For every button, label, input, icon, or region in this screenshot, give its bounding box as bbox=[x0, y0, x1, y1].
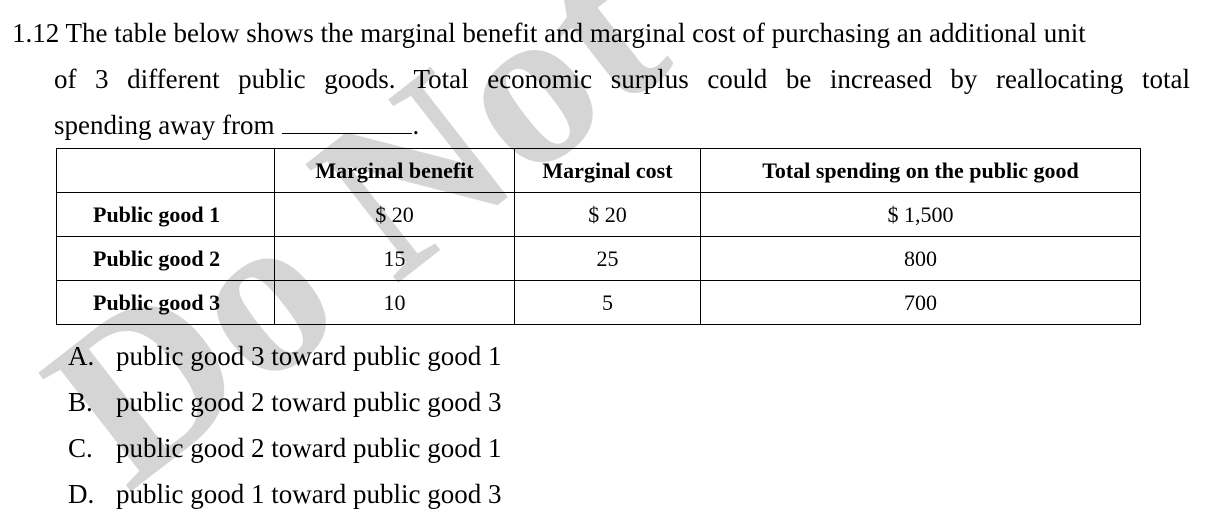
cell-cost: 25 bbox=[514, 236, 701, 281]
cell-benefit: 10 bbox=[274, 280, 515, 325]
question-text-3: spending away from bbox=[54, 110, 275, 140]
question-stem: 1.12 The table below shows the marginal … bbox=[12, 10, 1190, 148]
public-goods-table: Marginal benefit Marginal cost Total spe… bbox=[56, 148, 1141, 325]
cell-cost: 5 bbox=[514, 280, 701, 325]
question-line-2: of 3 different public goods. Total econo… bbox=[54, 64, 1190, 94]
cell-benefit: 15 bbox=[274, 236, 515, 281]
header-marginal-cost: Marginal cost bbox=[514, 148, 701, 193]
answer-options: A. public good 3 toward public good 1 B. p… bbox=[68, 333, 501, 517]
cell-spending: $ 1,500 bbox=[700, 192, 1141, 237]
option-text: public good 2 toward public good 3 bbox=[116, 387, 502, 417]
option-letter: D. bbox=[68, 479, 95, 509]
question-number: 1.12 bbox=[12, 18, 60, 48]
question-line-1: 1.12 The table below shows the marginal … bbox=[12, 10, 1190, 56]
table-header-row: Marginal benefit Marginal cost Total spe… bbox=[56, 148, 1141, 193]
option-text: public good 3 toward public good 1 bbox=[116, 341, 502, 371]
header-total-spending: Total spending on the public good bbox=[700, 148, 1141, 193]
option-text: public good 2 toward public good 1 bbox=[116, 433, 502, 463]
option-letter: C. bbox=[68, 433, 93, 463]
answer-blank bbox=[282, 111, 413, 134]
row-label: Public good 1 bbox=[56, 192, 275, 237]
header-cell-empty bbox=[56, 148, 275, 193]
table-row: Public good 1 $ 20 $ 20 $ 1,500 bbox=[56, 192, 1141, 237]
question-period: . bbox=[412, 110, 420, 140]
question-text-1: The table below shows the marginal benef… bbox=[65, 18, 1086, 48]
row-label: Public good 3 bbox=[56, 280, 275, 325]
table-row: Public good 3 10 5 700 bbox=[56, 280, 1141, 325]
option-letter: A. bbox=[68, 341, 95, 371]
table-row: Public good 2 15 25 800 bbox=[56, 236, 1141, 281]
header-marginal-benefit: Marginal benefit bbox=[274, 148, 515, 193]
option-c[interactable]: C. public good 2 toward public good 1 bbox=[68, 425, 501, 471]
option-text: public good 1 toward public good 3 bbox=[116, 479, 502, 509]
cell-spending: 800 bbox=[700, 236, 1141, 281]
row-label: Public good 2 bbox=[56, 236, 275, 281]
cell-cost: $ 20 bbox=[514, 192, 701, 237]
cell-spending: 700 bbox=[700, 280, 1141, 325]
option-a[interactable]: A. public good 3 toward public good 1 bbox=[68, 333, 501, 379]
cell-benefit: $ 20 bbox=[274, 192, 515, 237]
option-d[interactable]: D. public good 1 toward public good 3 bbox=[68, 471, 501, 517]
option-letter: B. bbox=[68, 387, 93, 417]
option-b[interactable]: B. public good 2 toward public good 3 bbox=[68, 379, 501, 425]
question-line-3: spending away from. bbox=[12, 102, 1190, 148]
